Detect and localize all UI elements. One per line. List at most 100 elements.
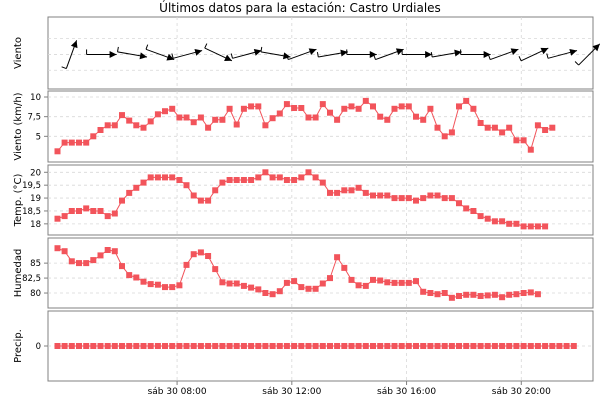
data-point: [154, 343, 161, 349]
data-point: [391, 195, 398, 202]
data-point: [377, 277, 384, 284]
data-point: [104, 343, 111, 349]
data-point: [327, 109, 333, 116]
data-point: [405, 279, 412, 286]
data-point: [68, 139, 75, 146]
wind-arrow-barb: [373, 54, 376, 60]
data-point: [176, 114, 183, 121]
data-point: [563, 343, 570, 349]
wind-arrow-barb: [518, 56, 522, 61]
data-point: [76, 260, 82, 267]
data-point: [534, 343, 541, 349]
data-point: [506, 124, 513, 131]
data-point: [269, 291, 276, 298]
data-point: [499, 343, 506, 349]
data-point: [355, 184, 362, 191]
data-point: [362, 282, 369, 289]
data-point: [240, 282, 247, 289]
wind-arrow-barb: [230, 53, 234, 59]
data-point: [119, 112, 125, 119]
data-point: [341, 264, 348, 271]
data-point: [348, 187, 355, 194]
data-point: [197, 343, 204, 349]
data-point: [54, 343, 61, 349]
data-point: [391, 279, 398, 286]
chart-panels: Viento Viento (km/h) 5 7,5 10 Temp. (°C) 18 18,…: [13, 16, 600, 382]
data-point: [527, 146, 534, 153]
data-point: [312, 285, 319, 292]
data-point: [269, 115, 276, 122]
data-point: [434, 291, 441, 298]
data-point: [248, 103, 255, 110]
data-point: [413, 113, 419, 120]
data-point: [104, 122, 111, 129]
data-point: [319, 101, 326, 108]
x-tick-label: sáb 30 08:00: [148, 387, 207, 397]
y-axis-label: Viento (km/h): [13, 92, 24, 160]
wind-arrow-barb: [145, 44, 149, 50]
data-point: [427, 105, 434, 112]
y-tick-label: 5: [36, 132, 41, 142]
data-point: [126, 117, 133, 124]
data-point: [197, 249, 204, 256]
data-point: [111, 248, 118, 255]
data-point: [97, 343, 104, 349]
data-point: [154, 111, 161, 118]
data-point: [169, 284, 176, 291]
data-point: [456, 103, 462, 110]
data-point: [61, 213, 68, 220]
data-point: [491, 343, 498, 349]
data-point: [133, 274, 140, 281]
data-point: [413, 343, 419, 349]
data-point: [126, 272, 133, 279]
data-point: [126, 343, 133, 349]
data-point: [520, 223, 527, 230]
data-point: [219, 116, 226, 123]
data-point: [90, 257, 97, 264]
wind-arrow-head: [253, 48, 262, 56]
data-point: [162, 343, 168, 349]
data-point: [240, 105, 247, 112]
data-point: [212, 187, 219, 194]
data-point: [448, 129, 455, 136]
data-point: [441, 343, 448, 349]
data-point: [255, 103, 262, 110]
data-point: [506, 220, 513, 227]
y-tick-label: 10: [30, 93, 41, 103]
data-point: [104, 213, 111, 220]
data-point: [491, 218, 498, 225]
data-point: [527, 289, 534, 296]
data-point: [205, 253, 212, 259]
data-point: [305, 114, 312, 121]
data-point: [520, 343, 527, 349]
data-point: [183, 114, 190, 121]
data-point: [456, 343, 462, 349]
data-point: [83, 205, 90, 212]
y-tick-label: 0: [36, 342, 41, 352]
data-point: [484, 215, 491, 222]
data-point: [76, 139, 82, 146]
y-tick-label: 18,5: [22, 207, 41, 217]
data-point: [298, 174, 305, 181]
data-point: [276, 343, 283, 349]
data-point: [327, 189, 333, 196]
wind-arrow-head: [540, 47, 549, 55]
data-point: [470, 343, 477, 349]
wind-arrow-barb: [171, 53, 174, 59]
data-point: [147, 281, 154, 288]
data-point: [147, 174, 154, 181]
data-point: [319, 280, 326, 287]
data-point: [283, 177, 290, 183]
wind-arrow-head: [139, 52, 148, 60]
data-point: [68, 208, 75, 214]
data-point: [233, 177, 240, 183]
data-point: [190, 251, 197, 258]
data-point: [162, 108, 168, 115]
data-point: [542, 223, 549, 230]
wind-arrow-head: [166, 53, 175, 61]
data-point: [362, 97, 369, 104]
data-point: [319, 179, 326, 186]
data-point: [226, 280, 233, 287]
data-point: [262, 343, 269, 349]
data-point: [312, 343, 319, 349]
